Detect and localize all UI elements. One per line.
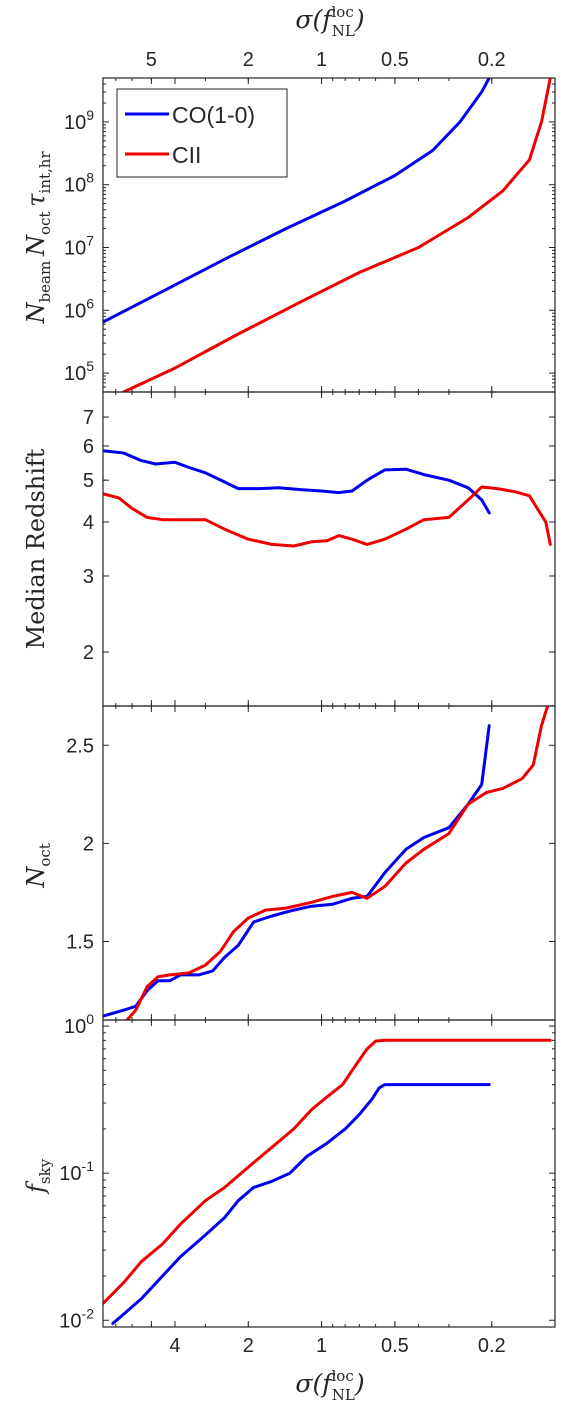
panel-middle-2: 1.5 2 2.5 Noct — [22, 705, 556, 1021]
bottom-x-tick-label: 0.5 — [381, 1335, 409, 1357]
panels: 105 106 107 108 109 Nbeam Noct τint,hr 5 2 1 0.5… — [22, 49, 556, 1357]
y-tick-label: 107 — [64, 232, 94, 259]
legend-label: CII — [172, 142, 201, 168]
y-axis-label: Nbeam Noct τint,hr — [22, 147, 54, 325]
bottom-x-tick-label: 2 — [243, 1335, 254, 1357]
axes-frame — [102, 391, 556, 707]
series-line-co-1-0- — [103, 78, 491, 324]
y-tick-label: 1.5 — [66, 932, 94, 954]
series-group — [103, 78, 552, 392]
series-group — [103, 449, 552, 548]
y-tick-label: 109 — [64, 107, 94, 134]
y-tick-label: 105 — [64, 358, 94, 385]
top-x-tick-label: 0.2 — [478, 49, 506, 71]
y-tick-label: 3 — [83, 566, 94, 588]
y-tick-label: 2 — [83, 642, 94, 664]
y-axis-label-text: fsky — [22, 1154, 54, 1195]
bottom-x-tick-label: 1 — [316, 1335, 327, 1357]
series-line-co-1-0- — [103, 724, 491, 1018]
bottom-x-tick-label: 4 — [169, 1335, 180, 1357]
legend-box — [116, 88, 288, 178]
series-line-cii — [125, 706, 550, 1020]
y-tick-label: 2 — [83, 833, 94, 855]
panel-middle-1: 2 3 4 5 6 7 Median Redshift — [22, 391, 556, 707]
panel-bottom: 10-2 10-1 100 fsky 4 2 1 0.5 0.2 — [22, 1011, 556, 1357]
y-tick-label: 100 — [64, 1011, 94, 1038]
series-line-co-1-0- — [111, 1083, 491, 1325]
top-x-axis-title-text: σ(floc NL) — [295, 3, 364, 40]
series-group — [103, 706, 550, 1020]
legend-label: CO(1-0) — [172, 102, 255, 128]
y-axis-label: Noct — [22, 838, 54, 888]
top-x-tick-label: 5 — [146, 49, 157, 71]
top-x-tick-label: 0.5 — [381, 49, 409, 71]
y-axis-label: fsky — [22, 1154, 54, 1195]
y-tick-label: 4 — [83, 512, 94, 534]
y-axis-label-text: Noct — [22, 838, 54, 888]
bottom-x-tick-label: 0.2 — [478, 1335, 506, 1357]
top-x-axis-title: σ(floc NL) — [295, 3, 364, 40]
top-x-tick-label: 1 — [316, 49, 327, 71]
y-tick-label: 5 — [83, 470, 94, 492]
series-line-cii — [103, 485, 552, 548]
bottom-x-axis-title-text: σ(floc NL) — [295, 1367, 364, 1404]
y-tick-label: 108 — [64, 170, 94, 197]
y-tick-label: 2.5 — [66, 735, 94, 757]
y-axis-label-text: Median Redshift — [22, 448, 50, 649]
y-tick-label: 6 — [83, 436, 94, 458]
y-tick-label: 106 — [64, 295, 94, 322]
axes-frame — [102, 1019, 556, 1328]
series-group — [103, 1038, 552, 1325]
top-x-tick-label: 2 — [243, 49, 254, 71]
panel-top: 105 106 107 108 109 Nbeam Noct τint,hr 5 2 1 0.5… — [22, 49, 556, 393]
y-axis-label-text: Nbeam Noct τint,hr — [22, 147, 54, 325]
series-line-cii — [122, 78, 552, 392]
bottom-x-axis-title: σ(floc NL) — [295, 1367, 364, 1404]
y-axis-label: Median Redshift — [22, 448, 50, 649]
y-tick-label: 10-1 — [59, 1158, 94, 1185]
y-tick-label: 10-2 — [59, 1305, 94, 1332]
y-tick-label: 7 — [83, 407, 94, 429]
legend: CO(1-0) CII — [116, 88, 288, 178]
series-line-cii — [103, 1038, 552, 1305]
series-line-co-1-0- — [103, 449, 491, 515]
